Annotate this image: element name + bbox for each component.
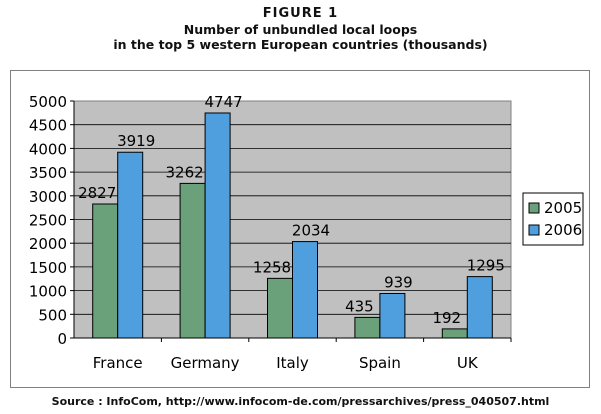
y-tick-label: 3000 xyxy=(29,188,67,206)
x-tick-label: UK xyxy=(457,354,479,372)
data-label: 3919 xyxy=(117,132,155,150)
y-tick-label: 3500 xyxy=(29,164,67,182)
x-tick-label: France xyxy=(93,354,143,372)
bar-2006-italy xyxy=(292,241,318,339)
y-tick-label: 5000 xyxy=(29,93,67,111)
bar-2005-germany xyxy=(179,182,206,339)
x-tick-label: Germany xyxy=(171,354,240,372)
y-tick-label: 4000 xyxy=(29,140,67,158)
legend-swatch-2006 xyxy=(528,224,540,236)
legend-swatch-2005 xyxy=(528,202,540,214)
bar-2005-france xyxy=(92,203,119,339)
bar-2006-spain xyxy=(379,292,406,339)
bar-chart: 0 500 1000 1500 2000 2500 3000 3500 4000 4500 5000… xyxy=(29,93,584,372)
bar-2005-spain xyxy=(354,316,381,339)
legend-box xyxy=(522,192,584,246)
data-label: 192 xyxy=(432,309,461,327)
y-tick-label: 2500 xyxy=(29,212,67,230)
figure-label: FIGURE 1 xyxy=(262,6,339,21)
legend-label: 2005 xyxy=(544,199,582,217)
data-label: 1258 xyxy=(253,258,291,276)
data-label: 2827 xyxy=(78,184,116,202)
bar-2005-uk xyxy=(441,328,468,339)
bar-2006-uk xyxy=(466,276,493,339)
data-label: 2034 xyxy=(292,222,330,240)
legend-label: 2006 xyxy=(544,221,582,239)
x-tick-label: Spain xyxy=(359,354,401,372)
chart-title-line-2: in the top 5 western European countries … xyxy=(113,37,488,52)
bar-2005-italy xyxy=(267,277,293,339)
data-label: 3262 xyxy=(166,163,204,181)
data-label: 435 xyxy=(345,297,374,315)
bar-2006-germany xyxy=(204,112,231,339)
data-label: 4747 xyxy=(205,93,243,111)
chart-title-line-1: Number of unbundled local loops xyxy=(183,22,418,37)
chart-frame: 0 500 1000 1500 2000 2500 3000 3500 4000 4500 5000… xyxy=(10,70,590,388)
chart-title: Number of unbundled local loops in the t… xyxy=(0,22,601,52)
y-tick-label: 4500 xyxy=(29,117,67,135)
source-note: Source : InfoCom, http://www.infocom-de.… xyxy=(51,395,550,408)
y-tick-label: 1500 xyxy=(29,259,67,277)
data-label: 939 xyxy=(384,273,413,291)
bar-2006-france xyxy=(117,151,144,339)
y-tick-label: 2000 xyxy=(29,235,67,253)
data-label: 1295 xyxy=(467,257,505,275)
y-tick-label: 0 xyxy=(57,330,67,348)
y-tick-label: 1000 xyxy=(29,283,67,301)
y-tick-label: 500 xyxy=(38,306,67,324)
x-tick-label: Italy xyxy=(276,354,309,372)
